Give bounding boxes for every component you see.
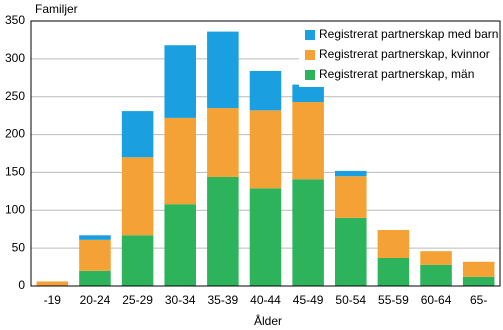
y-tick-label: 250 (5, 89, 25, 103)
plot-frame (30, 20, 501, 287)
x-tick-label: 55-59 (378, 293, 409, 307)
y-axis-label: Familjer (35, 2, 78, 16)
bar-segment (79, 239, 111, 271)
x-tick-label: -19 (44, 293, 62, 307)
bar-segment (79, 270, 111, 286)
y-tick-label: 100 (5, 202, 25, 216)
bar-segment (334, 217, 367, 286)
x-tick-label: 60-64 (421, 293, 452, 307)
bar-segment (164, 117, 197, 205)
bar-segment (207, 108, 239, 177)
bar-segment (164, 204, 197, 286)
x-tick-label: 45-49 (293, 293, 324, 307)
legend-label: Registrerat partnerskap, kvinnor (319, 47, 490, 61)
y-tick-label: 200 (5, 127, 25, 141)
bar-segment (420, 251, 452, 265)
y-tick-label: 50 (12, 240, 26, 254)
bar-segment (377, 229, 410, 258)
y-tick-label: 300 (5, 51, 25, 65)
x-tick-label: 30-34 (165, 293, 196, 307)
bar-segment (164, 45, 197, 118)
bar-segment (334, 170, 367, 177)
y-tick-label: 0 (18, 278, 25, 292)
bar-segment (377, 257, 410, 286)
bar-segment (121, 235, 154, 286)
bar-segment (292, 102, 324, 180)
bar-segment (462, 261, 495, 277)
bar-segment (121, 157, 154, 236)
bar-segment (79, 235, 111, 240)
x-axis-label: Ålder (254, 313, 282, 328)
x-tick-label: 65- (470, 293, 487, 307)
bar-segment (249, 188, 282, 286)
bar-segment (121, 111, 154, 158)
x-tick-label: 25-29 (122, 293, 153, 307)
legend-swatch (305, 30, 315, 40)
bar-segment (420, 264, 452, 286)
bar-segment (292, 179, 324, 286)
bar-segment (207, 31, 239, 109)
legend-swatch (305, 50, 315, 60)
legend-label: Registrerat partnerskap med barn (319, 27, 498, 41)
bar-segment (36, 281, 69, 286)
x-tick-label: 50-54 (335, 293, 366, 307)
y-tick-label: 350 (5, 13, 25, 27)
bar-segment (292, 84, 324, 103)
x-tick-label: 35-39 (208, 293, 239, 307)
bar-segment (462, 276, 495, 286)
bar-segment (249, 110, 282, 189)
legend-label: Registrerat partnerskap, män (319, 67, 474, 81)
bar-segment (207, 176, 239, 286)
bar-segment (334, 176, 367, 218)
bar-segment (249, 70, 282, 111)
legend-box (299, 25, 499, 87)
x-tick-label: 20-24 (80, 293, 111, 307)
legend-swatch (305, 70, 315, 80)
x-tick-label: 40-44 (250, 293, 281, 307)
y-tick-label: 150 (5, 165, 25, 179)
